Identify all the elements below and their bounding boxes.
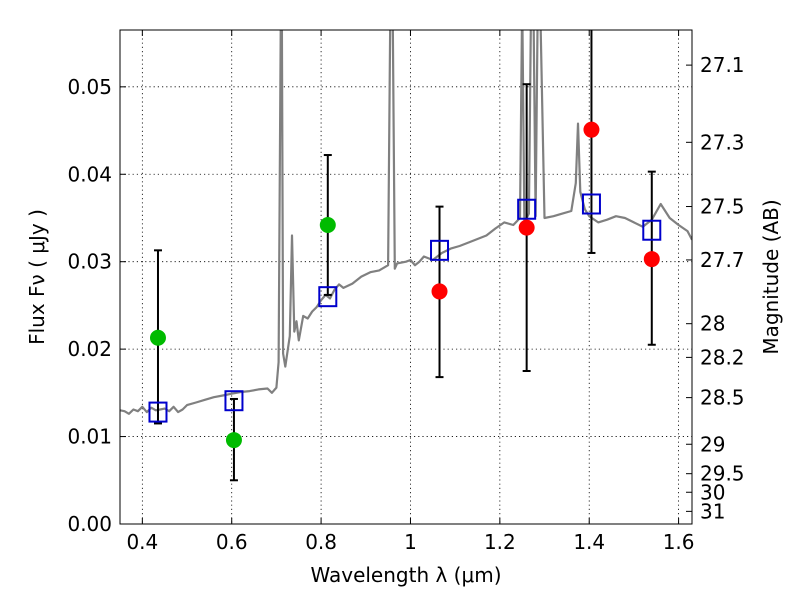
mag-tick-label: 28.5 bbox=[700, 386, 745, 410]
y-tick-label: 0.03 bbox=[67, 250, 112, 274]
x-tick-label: 0.6 bbox=[216, 530, 248, 554]
spectrum-line bbox=[120, 30, 692, 415]
mag-tick-label: 29.5 bbox=[700, 462, 745, 486]
tick-layer: 0.4 0.6 0.8 1 1.2 1.4 1.6 0.00 0.01 0.02 0.03 0.04 0… bbox=[67, 30, 745, 554]
y-tick-label: 0.01 bbox=[67, 425, 112, 449]
mag-tick-label: 27.3 bbox=[700, 130, 745, 154]
observed-point bbox=[431, 283, 448, 300]
mag-tick-label: 27.7 bbox=[700, 248, 745, 272]
plot-frame bbox=[119, 29, 693, 525]
model-square-point bbox=[642, 219, 662, 241]
x-tick-label: 1.4 bbox=[573, 530, 605, 554]
model-square-point bbox=[517, 198, 537, 220]
y-tick-label: 0.05 bbox=[67, 75, 112, 99]
x-tick-label: 0.8 bbox=[305, 530, 337, 554]
model-square-point bbox=[430, 239, 450, 261]
y-axis-title: Flux Fν ( μJy ) bbox=[25, 209, 49, 345]
mag-tick-label: 28 bbox=[700, 312, 725, 336]
model-square-point bbox=[148, 401, 168, 423]
mag-tick-label: 27.5 bbox=[700, 195, 745, 219]
y-tick-label: 0.04 bbox=[67, 162, 112, 186]
mag-tick-label: 28.2 bbox=[700, 345, 745, 369]
x-tick-label: 1 bbox=[404, 530, 417, 554]
mag-tick-label: 30 bbox=[700, 480, 725, 504]
observed-point bbox=[149, 329, 166, 346]
errorbar-layer bbox=[153, 30, 656, 482]
model-square-point bbox=[224, 390, 244, 412]
mag-tick-label: 27.1 bbox=[700, 53, 745, 77]
marker-layer bbox=[148, 121, 662, 449]
y-tick-label: 0.00 bbox=[67, 512, 112, 536]
model-square-point bbox=[581, 193, 601, 215]
grid-layer bbox=[120, 30, 692, 525]
y-axis-right-title: Magnitude (AB) bbox=[759, 199, 783, 354]
x-tick-label: 1.6 bbox=[663, 530, 695, 554]
observed-point bbox=[225, 432, 242, 449]
model-square-point bbox=[318, 286, 338, 308]
observed-point bbox=[643, 251, 660, 268]
x-tick-label: 1.2 bbox=[484, 530, 516, 554]
spectrum-layer bbox=[120, 30, 692, 415]
x-tick-label: 0.4 bbox=[126, 530, 158, 554]
observed-point bbox=[518, 219, 535, 236]
y-tick-label: 0.02 bbox=[67, 337, 112, 361]
observed-point bbox=[319, 216, 336, 233]
mag-tick-label: 31 bbox=[700, 499, 725, 523]
observed-point bbox=[583, 121, 600, 138]
x-axis-title: Wavelength λ (μm) bbox=[310, 563, 501, 587]
mag-tick-label: 29 bbox=[700, 432, 725, 456]
